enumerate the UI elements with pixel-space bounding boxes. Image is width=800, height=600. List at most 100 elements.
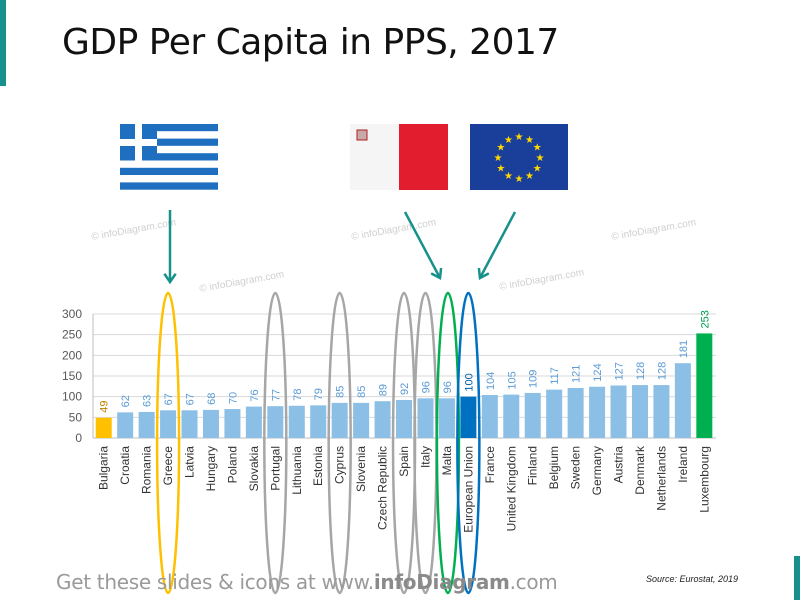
bar [460,396,477,438]
flag-stripe [120,138,218,146]
data-label: 109 [528,370,540,388]
x-tick-label: Slovenia [354,446,368,492]
source-note: Source: Eurostat, 2019 [646,574,739,584]
bar [117,412,134,438]
highlight-ellipse [391,291,417,595]
y-tick-label: 200 [62,348,82,362]
y-tick-label: 100 [62,390,82,404]
bar [288,405,305,438]
footer-suffix: .com [509,570,558,594]
data-label: 127 [614,362,626,380]
highlight-ellipse [435,291,461,595]
x-tick-label: Croatia [118,446,132,485]
watermark: © infoDiagram.com [611,217,697,243]
data-label: 100 [463,373,475,391]
x-tick-label: Latvia [183,446,197,478]
x-tick-label: Hungary [204,446,218,491]
data-label: 96 [420,381,432,393]
star-icon: ★ [533,164,542,175]
data-label: 85 [335,386,347,398]
arrow-icon [478,211,517,279]
bar [267,406,284,438]
bar [138,411,155,438]
bar [696,333,713,438]
x-tick-label: Austria [612,446,626,484]
malta-flag [350,124,448,190]
x-tick-label: Belgium [547,446,561,489]
bar [524,392,541,438]
x-tick-label: Greece [161,446,175,486]
footer-promo: Get these slides & icons at www.infoDiag… [56,570,558,594]
data-label: 96 [442,381,454,393]
bar [417,398,434,438]
data-label: 104 [485,372,497,390]
data-label: 62 [120,395,132,407]
bar [653,385,670,438]
x-tick-label: Ireland [676,446,690,483]
footer-prefix: Get these slides & icons at www. [56,570,374,594]
highlight-ellipse [155,291,181,595]
x-tick-label: Bulgaria [97,446,111,490]
bar [546,389,563,438]
data-label: 67 [163,393,175,405]
x-tick-label: Netherlands [654,446,668,511]
x-tick-label: Czech Republic [376,446,390,530]
flag-stripe [120,124,218,132]
bar [481,395,498,438]
page-title: GDP Per Capita in PPS, 2017 [62,22,559,63]
highlight-ellipse [263,291,288,595]
star-icon: ★ [525,135,534,146]
highlight-ellipse [413,291,438,595]
data-label: 77 [270,389,282,401]
data-label: 78 [292,389,304,401]
data-label: 128 [656,362,668,380]
data-label: 85 [356,386,368,398]
bar [95,417,112,438]
accent-tab [0,0,6,86]
watermark: © infoDiagram.com [499,267,585,293]
data-label: 67 [185,393,197,405]
x-tick-label: European Union [461,446,475,533]
bar [631,385,648,438]
x-tick-label: Sweden [569,446,583,489]
watermark: © infoDiagram.com [351,217,437,243]
star-icon: ★ [504,171,513,182]
data-label: 121 [571,365,583,383]
x-tick-label: Estonia [311,446,325,486]
flag-red [399,124,448,190]
data-label: 76 [249,389,261,401]
y-tick-label: 150 [62,369,82,383]
star-icon: ★ [494,153,503,164]
arrow-icon [403,211,442,279]
data-label: 79 [313,388,325,400]
highlight-ellipse [327,291,352,595]
x-tick-label: Germany [590,446,604,495]
watermark: © infoDiagram.com [199,269,285,295]
star-icon: ★ [496,164,505,175]
bar [589,386,606,438]
y-tick-label: 300 [62,307,82,321]
bar [567,387,584,438]
bar [224,409,241,438]
x-tick-label: Spain [397,446,411,477]
data-label: 68 [206,393,218,405]
x-tick-label: Lithuania [290,446,304,495]
watermark: © infoDiagram.com [91,217,177,243]
footer-brand: infoDiagram [373,570,510,594]
bar [353,402,370,438]
data-label: 105 [506,371,518,389]
flag-stripe [120,167,218,176]
x-tick-label: Malta [440,446,454,476]
data-label: 181 [678,340,690,358]
data-label: 128 [635,362,647,380]
star-icon: ★ [536,153,545,164]
x-tick-label: Italy [418,446,432,468]
flag-cross [120,139,157,146]
star-icon: ★ [515,132,524,143]
star-icon: ★ [533,143,542,154]
x-tick-label: Cyprus [333,446,347,484]
bar [202,409,219,438]
accent-tab [794,556,800,600]
